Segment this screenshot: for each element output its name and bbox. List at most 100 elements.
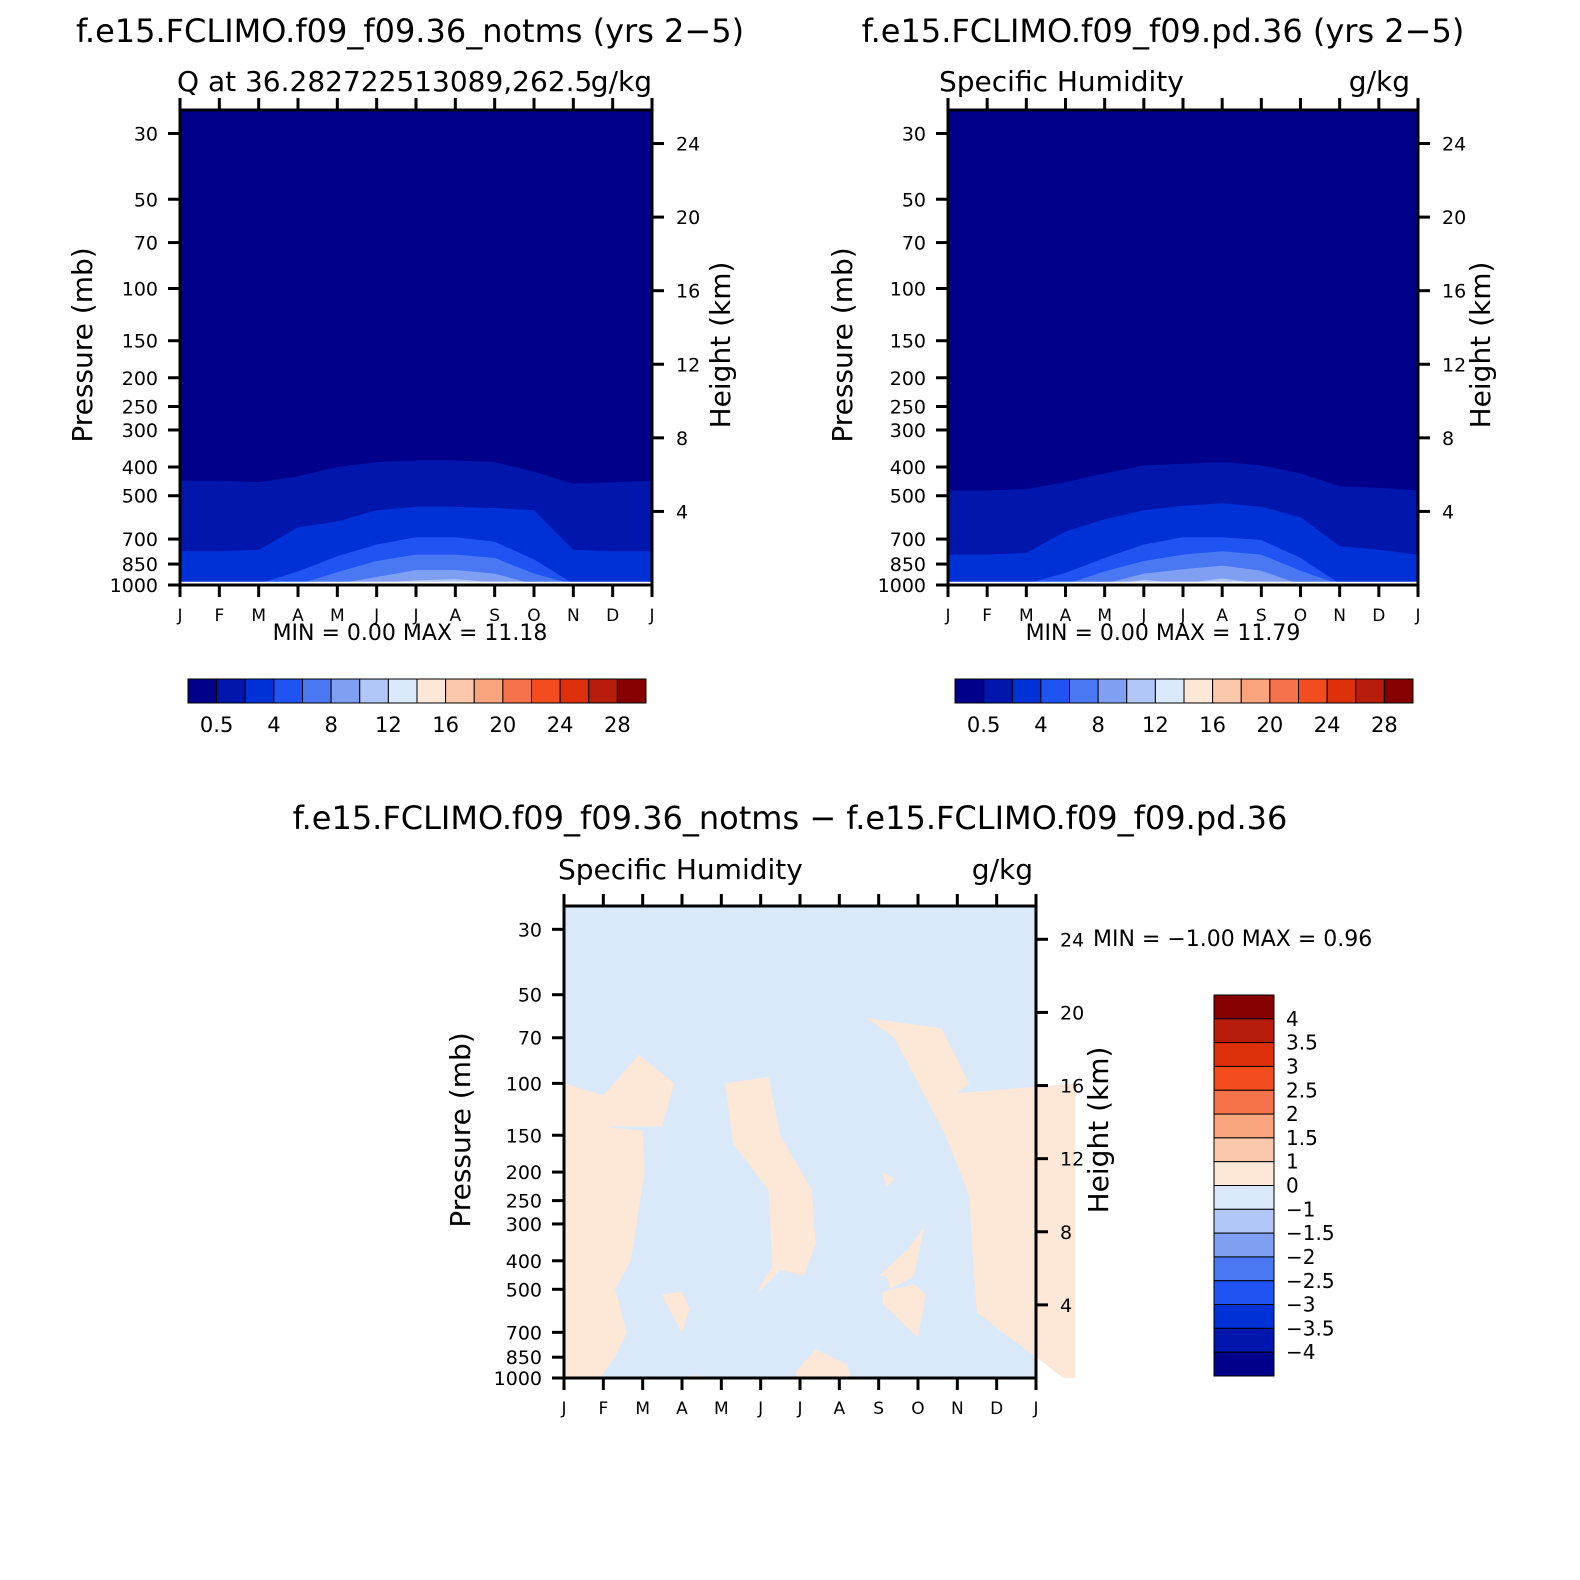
- panel-2-y2-tick-label: 12: [1442, 354, 1466, 376]
- panel-1-x-tick-label: N: [567, 606, 580, 626]
- panel-2-minmax: MIN = 0.00 MAX = 11.79: [1026, 621, 1301, 646]
- panel-1-colorbar-box: [473, 678, 504, 704]
- panel-3-y-tick-label: 400: [506, 1251, 542, 1273]
- panel-3-y-tick-label: 70: [518, 1028, 542, 1050]
- panel-1-y-axis-label: Pressure (mb): [66, 247, 99, 442]
- panel-3-positive-region-0: [564, 1054, 675, 1378]
- panel-3-y2-tick-label: 20: [1060, 1002, 1084, 1024]
- panel-2-title: f.e15.FCLIMO.f09_f09.pd.36 (yrs 2−5): [862, 12, 1465, 50]
- panel-1-colorbar-box: [588, 678, 618, 704]
- panel-1-minmax: MIN = 0.00 MAX = 11.18: [273, 621, 548, 646]
- panel-1-y-tick-label: 30: [134, 123, 158, 145]
- panel-2-colorbar-label: 12: [1142, 713, 1169, 737]
- panel-1-colorbar-box: [502, 678, 532, 704]
- panel-3-left-label: Specific Humidity: [558, 853, 803, 886]
- panel-1-colorbar-box: [359, 678, 389, 704]
- panel-1-colorbar-label: 20: [490, 713, 517, 737]
- panel-3-y2-axis-label: Height (km): [1082, 1047, 1115, 1214]
- panel-3-positive-region-1: [866, 1018, 1076, 1378]
- panel-1-y2-axis-label: Height (km): [704, 262, 737, 429]
- panel-3-y-tick-label: 200: [506, 1162, 542, 1184]
- panel-1-x-tick-label: S: [489, 606, 500, 626]
- panel-1-colorbar-box: [244, 678, 275, 704]
- panel-1-y-tick-label: 700: [122, 529, 158, 551]
- panel-2-y-tick-label: 50: [902, 189, 926, 211]
- panel-3-x-tick-label: A: [676, 1399, 688, 1419]
- panel-3-positive-region-5: [662, 1291, 690, 1333]
- panel-3-y2-tick-label: 16: [1060, 1076, 1084, 1098]
- panel-3-y2-tick-label: 4: [1060, 1295, 1072, 1317]
- panel-2-colorbar-label: 0.5: [967, 713, 1000, 737]
- panel-3-colorbar-label: 3: [1286, 1054, 1299, 1078]
- panel-1-colorbar-box: [302, 678, 332, 704]
- panel-1-colorbar-label: 12: [375, 713, 402, 737]
- panel-1-x-tick-label: D: [606, 606, 619, 626]
- panel-3-x-tick-label: J: [560, 1399, 566, 1419]
- panel-1-colorbar-label: 0.5: [200, 713, 233, 737]
- panel-2-colorbar-box: [1212, 678, 1242, 704]
- panel-2-colorbar-box: [1154, 678, 1185, 704]
- panel-3-positive-region-6: [796, 1349, 852, 1378]
- panel-3-positive-region-2: [725, 1076, 816, 1295]
- panel-1-y2-tick-label: 4: [676, 501, 688, 523]
- panel-2-y-tick-label: 70: [902, 233, 926, 255]
- panel-3-y-tick-label: 50: [518, 985, 542, 1007]
- panel-3-title: f.e15.FCLIMO.f09_f09.36_notms − f.e15.FC…: [293, 799, 1288, 837]
- panel-1-colorbar-box: [387, 678, 418, 704]
- panel-1-y-tick-label: 400: [122, 457, 158, 479]
- panel-2-colorbar-box: [1298, 678, 1328, 704]
- panel-2-colorbar-box: [1011, 678, 1042, 704]
- panel-2-colorbar-box: [1240, 678, 1271, 704]
- panel-2-y2-tick-label: 16: [1442, 281, 1466, 303]
- panel-2-colorbar: 0.5 4 8 12 16 20 24 28: [954, 678, 1414, 737]
- panel-1-colorbar-label: 4: [267, 713, 280, 737]
- panel-3-colorbar-box: [1213, 1018, 1275, 1044]
- panel-2-colorbar-label: 16: [1199, 713, 1226, 737]
- panel-1-y2-tick-label: 8: [676, 428, 688, 450]
- panel-2-colorbar-box: [1355, 678, 1385, 704]
- panel-3-x-tick-label: J: [1032, 1399, 1038, 1419]
- panel-3-y-tick-label: 1000: [494, 1368, 542, 1390]
- panel-1-x-tick-label: A: [450, 606, 462, 626]
- panel-2-x-tick-label: A: [1060, 606, 1072, 626]
- panel-1-y-tick-label: 300: [122, 420, 158, 442]
- panel-3-colorbar-box: [1213, 1113, 1275, 1139]
- panel-2-x-tick-label: M: [1097, 606, 1112, 626]
- panel-3-right-label: g/kg: [972, 853, 1033, 886]
- panel-3-colorbar-label: −2: [1286, 1245, 1315, 1269]
- panel-2-x-tick-label: N: [1333, 606, 1346, 626]
- panel-2-y-tick-label: 850: [890, 554, 926, 576]
- panel-3-colorbar-box: [1213, 1327, 1275, 1353]
- panel-1-y-tick-label: 1000: [110, 575, 158, 597]
- panel-1-colorbar-box: [445, 678, 475, 704]
- panel-2-colorbar-box: [983, 678, 1013, 704]
- panel-2-colorbar-label: 8: [1091, 713, 1104, 737]
- panel-3-colorbar-label: −1: [1286, 1197, 1315, 1221]
- panel-1-x-tick-label: O: [527, 606, 540, 626]
- panel-2-y-tick-label: 200: [890, 368, 926, 390]
- panel-3-y-tick-label: 30: [518, 919, 542, 941]
- panel-2-x-tick-label: J: [1414, 606, 1420, 626]
- panel-2-level-6-fill: [948, 565, 1418, 585]
- panel-3-colorbar-label: 4: [1286, 1007, 1299, 1031]
- panel-2-y-tick-label: 250: [890, 396, 926, 418]
- panel-1-left-label: Q at 36.282722513089,262.5: [177, 65, 592, 98]
- panel-1-y2-tick-label: 12: [676, 354, 700, 376]
- panel-3-colorbar-label: 3.5: [1286, 1031, 1318, 1055]
- panel-3-colorbar-label: 2.5: [1286, 1078, 1318, 1102]
- panel-3-x-tick-label: J: [757, 1399, 763, 1419]
- panel-3-positive-region-3: [878, 1228, 924, 1290]
- panel-3-colorbar-box: [1213, 1137, 1275, 1163]
- panel-3-colorbar-box: [1213, 1351, 1275, 1377]
- panel-3-colorbar-box: [1213, 1161, 1275, 1186]
- panel-2-x-tick-label: J: [944, 606, 950, 626]
- panel-3-x-tick-label: M: [714, 1399, 729, 1419]
- panel-1-y-tick-label: 100: [122, 279, 158, 301]
- panel-1-title: f.e15.FCLIMO.f09_f09.36_notms (yrs 2−5): [76, 12, 744, 50]
- panel-2-y-tick-label: 500: [890, 486, 926, 508]
- panel-2-colorbar-box: [1126, 678, 1156, 704]
- panel-1-colorbar-box: [273, 678, 303, 704]
- panel-1-colorbar-box: [559, 678, 590, 704]
